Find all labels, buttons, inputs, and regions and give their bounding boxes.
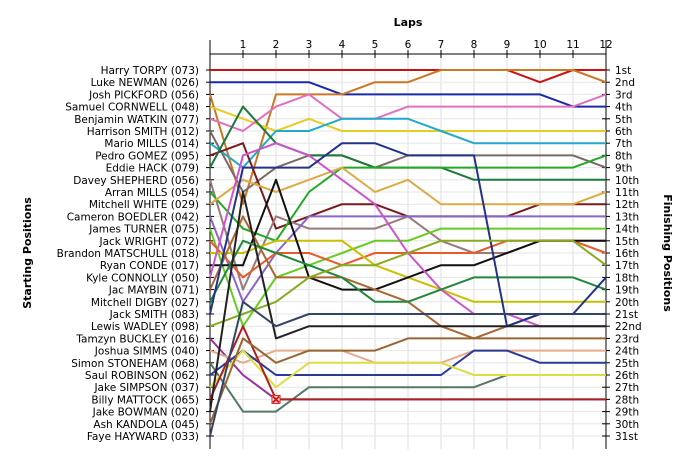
starting-position-label: Brandon MATSCHULL (018) xyxy=(57,248,199,260)
starting-position-label: Cameron BOEDLER (042) xyxy=(67,211,199,223)
starting-position-label: Jake SIMPSON (037) xyxy=(93,382,199,394)
series-line xyxy=(210,69,606,84)
finishing-position-label: 10th xyxy=(615,175,639,187)
lap-tick-label: 12 xyxy=(599,39,612,51)
lap-tick-label: 5 xyxy=(372,39,379,51)
lap-tick-label: 8 xyxy=(471,39,478,51)
finishing-position-label: 30th xyxy=(615,419,639,431)
finishing-position-label: 25th xyxy=(615,358,639,370)
series-line xyxy=(209,117,606,169)
finishing-position-label: 20th xyxy=(615,297,639,309)
finishing-position-label: 22nd xyxy=(615,321,642,333)
starting-position-label: Ash KANDOLA (045) xyxy=(93,419,199,431)
lap-tick-label: 9 xyxy=(504,39,511,51)
starting-position-label: Pedro GOMEZ (095) xyxy=(95,150,199,162)
finishing-position-label: 15th xyxy=(615,236,639,248)
starting-position-label: Joshua SIMMS (040) xyxy=(94,346,199,358)
series-line xyxy=(209,349,606,376)
finishing-position-label: 2nd xyxy=(615,77,635,89)
finishing-position-label: 7th xyxy=(615,138,632,150)
finishing-position-label: 21st xyxy=(615,309,638,321)
finishing-position-label: 18th xyxy=(615,272,639,284)
series-line xyxy=(209,93,607,132)
finishing-position-label: 23rd xyxy=(615,333,639,345)
lap-tick-label: 1 xyxy=(240,39,247,51)
finishing-position-label: 17th xyxy=(615,260,639,272)
finishing-position-label: 14th xyxy=(615,224,639,236)
starting-position-label: Mitchell DIGBY (027) xyxy=(91,297,199,309)
starting-position-label: Lewis WADLEY (098) xyxy=(91,321,199,333)
starting-position-label: Josh PICKFORD (056) xyxy=(88,89,199,101)
lap-tick-label: 6 xyxy=(405,39,412,51)
finishing-position-label: 6th xyxy=(615,126,632,138)
lap-tick-label: 11 xyxy=(566,39,579,51)
finishing-position-label: 12th xyxy=(615,199,639,211)
finishing-position-label: 1st xyxy=(615,65,631,77)
finishing-position-label: 11th xyxy=(615,187,639,199)
starting-position-label: Billy MATTOCK (065) xyxy=(91,394,199,406)
series-line xyxy=(210,81,606,108)
starting-position-label: Harry TORPY (073) xyxy=(101,65,199,77)
lap-tick-label: 3 xyxy=(306,39,313,51)
finishing-position-label: 31st xyxy=(615,431,638,443)
y-axis-title-left: Starting Positions xyxy=(21,197,34,309)
finishing-position-label: 16th xyxy=(615,248,639,260)
starting-position-label: Tamzyn BUCKLEY (016) xyxy=(75,333,199,345)
series-line xyxy=(209,191,606,412)
series-line xyxy=(209,349,606,389)
starting-position-label: Jack WRIGHT (072) xyxy=(98,236,199,248)
starting-position-label: Mario MILLS (014) xyxy=(104,138,199,150)
finishing-position-label: 26th xyxy=(615,370,639,382)
series-line xyxy=(209,337,606,425)
finishing-position-label: 5th xyxy=(615,114,632,126)
starting-position-label: James TURNER (075) xyxy=(88,224,199,236)
finishing-position-label: 19th xyxy=(615,285,639,297)
finishing-position-label: 8th xyxy=(615,150,632,162)
starting-position-label: Jack SMITH (083) xyxy=(109,309,199,321)
finishing-position-label: 28th xyxy=(615,394,639,406)
finishing-position-label: 4th xyxy=(615,102,632,114)
starting-position-label: Ryan CONDE (017) xyxy=(100,260,199,272)
finishing-position-label: 27th xyxy=(615,382,639,394)
series-line xyxy=(209,239,607,328)
starting-position-label: Harrison SMITH (012) xyxy=(87,126,199,138)
starting-position-label: Samuel CORNWELL (048) xyxy=(65,102,199,114)
lap-tick-label: 2 xyxy=(273,39,280,51)
starting-position-label: Jac MAYBIN (071) xyxy=(108,285,199,297)
starting-position-label: Saul ROBINSON (062) xyxy=(85,370,199,382)
starting-position-label: Faye HAYWARD (033) xyxy=(87,431,199,443)
y-axis-title-right: Finishing Positions xyxy=(661,194,674,312)
series-line xyxy=(209,69,607,206)
starting-position-label: Jake BOWMAN (020) xyxy=(92,407,199,419)
series-line xyxy=(209,300,606,437)
lap-tick-label: 4 xyxy=(339,39,346,51)
crash-marker-stroke xyxy=(272,395,280,404)
series-line xyxy=(209,239,607,303)
finishing-position-label: 9th xyxy=(615,163,632,175)
finishing-position-label: 13th xyxy=(615,211,639,223)
starting-position-label: Kyle CONNOLLY (050) xyxy=(86,272,199,284)
finishing-position-label: 29th xyxy=(615,407,639,419)
starting-position-label: Arran MILLS (054) xyxy=(105,187,199,199)
starting-position-label: Davey SHEPHERD (056) xyxy=(73,175,199,187)
starting-position-label: Luke NEWMAN (026) xyxy=(91,77,199,89)
finishing-position-label: 3rd xyxy=(615,89,632,101)
starting-position-label: Benjamin WATKIN (077) xyxy=(74,114,199,126)
finishing-position-label: 24th xyxy=(615,346,639,358)
crash-marker xyxy=(271,394,281,404)
lap-tick-label: 7 xyxy=(438,39,445,51)
series-line xyxy=(209,166,607,206)
lap-tick-label: 10 xyxy=(533,39,546,51)
markers xyxy=(271,394,281,404)
starting-position-label: Simon STONEHAM (068) xyxy=(71,358,199,370)
x-axis-title: Laps xyxy=(394,16,423,29)
starting-position-label: Eddie HACK (079) xyxy=(106,163,199,175)
starting-position-label: Mitchell WHITE (029) xyxy=(89,199,199,211)
